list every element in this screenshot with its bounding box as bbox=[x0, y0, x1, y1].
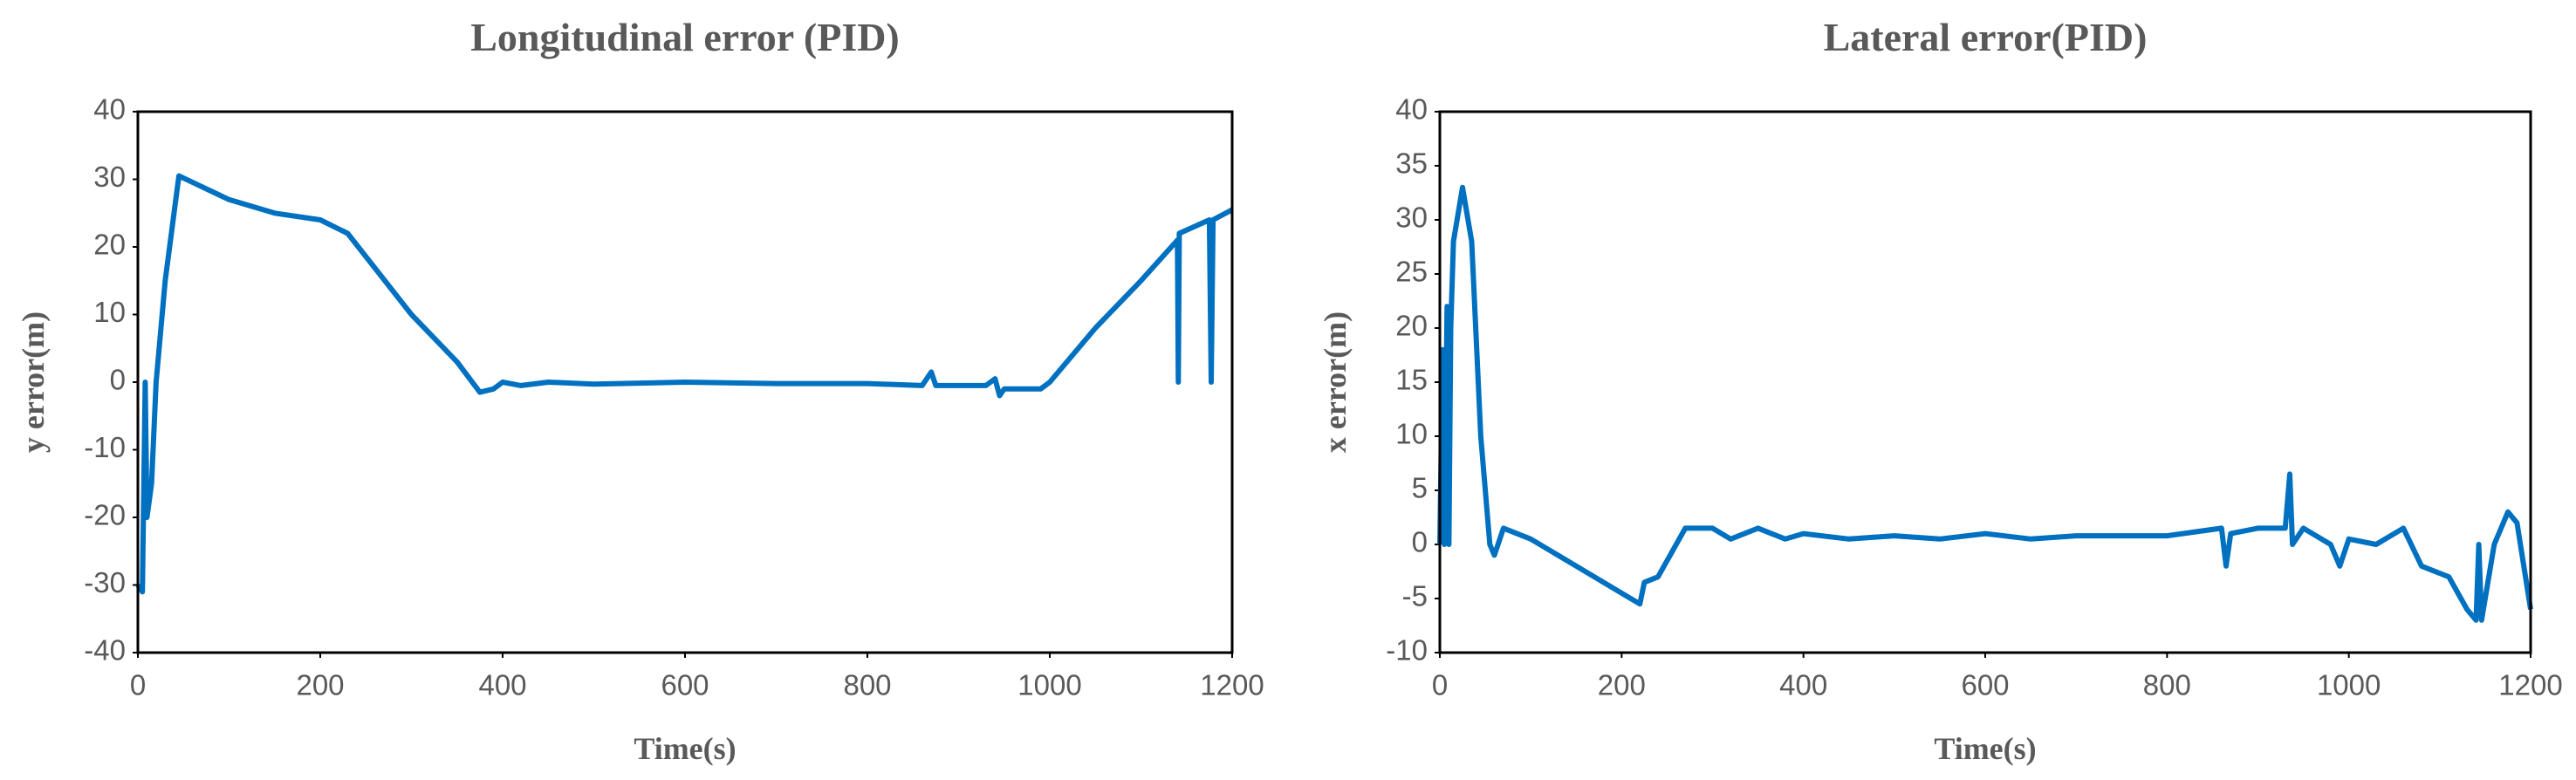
x-tick-label: 600 bbox=[1961, 669, 2009, 701]
plot-frame bbox=[136, 110, 1234, 654]
x-tick-label: 1000 bbox=[1017, 669, 1081, 701]
y-tick-label: 15 bbox=[1395, 364, 1428, 396]
chart-title: Lateral error(PID) bbox=[1824, 15, 2148, 59]
y-tick-label: -10 bbox=[1386, 634, 1428, 667]
y-axis-label: y error(m) bbox=[16, 311, 51, 453]
x-tick-label: 200 bbox=[1598, 669, 1646, 701]
x-tick-label: 600 bbox=[661, 669, 709, 701]
y-tick-label: 10 bbox=[93, 296, 126, 328]
y-tick-label: 25 bbox=[1395, 256, 1428, 288]
x-tick-label: 1200 bbox=[1200, 669, 1264, 701]
y-tick-label: 5 bbox=[1412, 472, 1428, 504]
x-tick-label: 400 bbox=[478, 669, 526, 701]
x-tick-label: 0 bbox=[130, 669, 146, 701]
y-tick-label: 0 bbox=[1412, 526, 1428, 558]
x-tick-label: 0 bbox=[1432, 669, 1448, 701]
y-tick-label: -10 bbox=[84, 431, 126, 463]
y-tick-label: 40 bbox=[93, 93, 126, 126]
y-axis-label: x error(m) bbox=[1318, 311, 1353, 453]
data-line bbox=[135, 173, 1234, 595]
data-line bbox=[1437, 184, 2533, 623]
y-tick-label: 30 bbox=[93, 161, 126, 193]
x-tick-label: 1000 bbox=[2317, 669, 2381, 701]
x-axis-label: Time(s) bbox=[1934, 731, 2036, 766]
x-tick-label: 1200 bbox=[2498, 669, 2562, 701]
x-tick-label: 800 bbox=[2143, 669, 2191, 701]
y-tick-label: 20 bbox=[1395, 310, 1428, 342]
y-tick-label: -5 bbox=[1402, 580, 1428, 612]
y-tick-label: 10 bbox=[1395, 418, 1428, 450]
y-tick-label: -40 bbox=[84, 634, 126, 667]
y-tick-label: -30 bbox=[84, 566, 126, 599]
y-tick-label: 0 bbox=[110, 364, 126, 396]
y-tick-label: 30 bbox=[1395, 202, 1428, 234]
y-tick-label: 20 bbox=[93, 229, 126, 261]
x-tick-label: 200 bbox=[296, 669, 344, 701]
plot-frame bbox=[1438, 110, 2532, 654]
chart-title: Longitudinal error (PID) bbox=[470, 15, 900, 59]
x-tick-label: 800 bbox=[843, 669, 891, 701]
x-axis-label: Time(s) bbox=[634, 731, 736, 766]
y-tick-label: -20 bbox=[84, 499, 126, 531]
y-tick-label: 40 bbox=[1395, 93, 1428, 126]
x-tick-label: 400 bbox=[1779, 669, 1827, 701]
y-tick-label: 35 bbox=[1395, 147, 1428, 180]
